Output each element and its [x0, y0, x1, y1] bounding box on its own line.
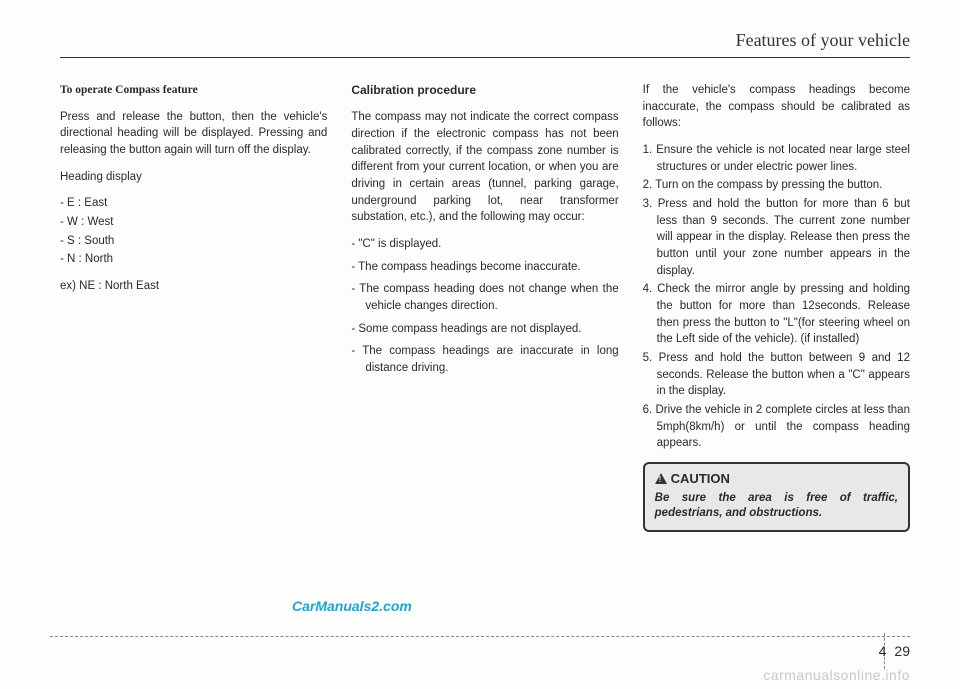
- section-number: 4: [879, 643, 887, 659]
- column-2: Calibration procedure The compass may no…: [351, 82, 618, 532]
- list-item: - Some compass headings are not displaye…: [351, 321, 618, 338]
- col1-para1: Press and release the button, then the v…: [60, 109, 327, 159]
- list-item: - The compass headings become inaccurate…: [351, 259, 618, 276]
- warning-icon: [655, 473, 667, 484]
- list-item: 5. Press and hold the button between 9 a…: [643, 350, 910, 400]
- caution-title: CAUTION: [655, 470, 898, 489]
- column-3: If the vehicle's compass headings become…: [643, 82, 910, 532]
- col1-para2: Heading display: [60, 169, 327, 186]
- list-item: - N : North: [60, 251, 327, 268]
- column-1: To operate Compass feature Press and rel…: [60, 82, 327, 532]
- list-item: - S : South: [60, 233, 327, 250]
- caution-text: Be sure the area is free of traffic, ped…: [655, 491, 898, 522]
- list-item: 3. Press and hold the button for more th…: [643, 196, 910, 279]
- col1-heading: To operate Compass feature: [60, 82, 327, 99]
- source-watermark: CarManuals2.com: [292, 598, 412, 614]
- list-item: 1. Ensure the vehicle is not located nea…: [643, 142, 910, 175]
- footer-divider: [50, 636, 910, 637]
- list-item: - The compass headings are inaccurate in…: [351, 343, 618, 376]
- list-item: - W : West: [60, 214, 327, 231]
- list-item: - "C" is displayed.: [351, 236, 618, 253]
- col2-list: - "C" is displayed. - The compass headin…: [351, 236, 618, 377]
- page-number-value: 29: [894, 643, 910, 659]
- col2-heading: Calibration procedure: [351, 82, 618, 99]
- content-columns: To operate Compass feature Press and rel…: [60, 82, 910, 532]
- list-item: 6. Drive the vehicle in 2 complete circl…: [643, 402, 910, 452]
- list-item: 4. Check the mirror angle by pressing an…: [643, 281, 910, 348]
- caution-title-text: CAUTION: [671, 471, 730, 486]
- list-item: 2. Turn on the compass by pressing the b…: [643, 177, 910, 194]
- col1-para3: ex) NE : North East: [60, 278, 327, 295]
- col3-numbered-list: 1. Ensure the vehicle is not located nea…: [643, 142, 910, 452]
- list-item: - The compass heading does not change wh…: [351, 281, 618, 314]
- col2-para1: The compass may not indicate the correct…: [351, 109, 618, 226]
- col3-intro: If the vehicle's compass headings become…: [643, 82, 910, 132]
- site-watermark: carmanualsonline.info: [763, 667, 910, 683]
- col1-list: - E : East - W : West - S : South - N : …: [60, 195, 327, 268]
- caution-box: CAUTION Be sure the area is free of traf…: [643, 462, 910, 532]
- section-header: Features of your vehicle: [60, 30, 910, 58]
- page-number: 4 29: [879, 643, 910, 659]
- list-item: - E : East: [60, 195, 327, 212]
